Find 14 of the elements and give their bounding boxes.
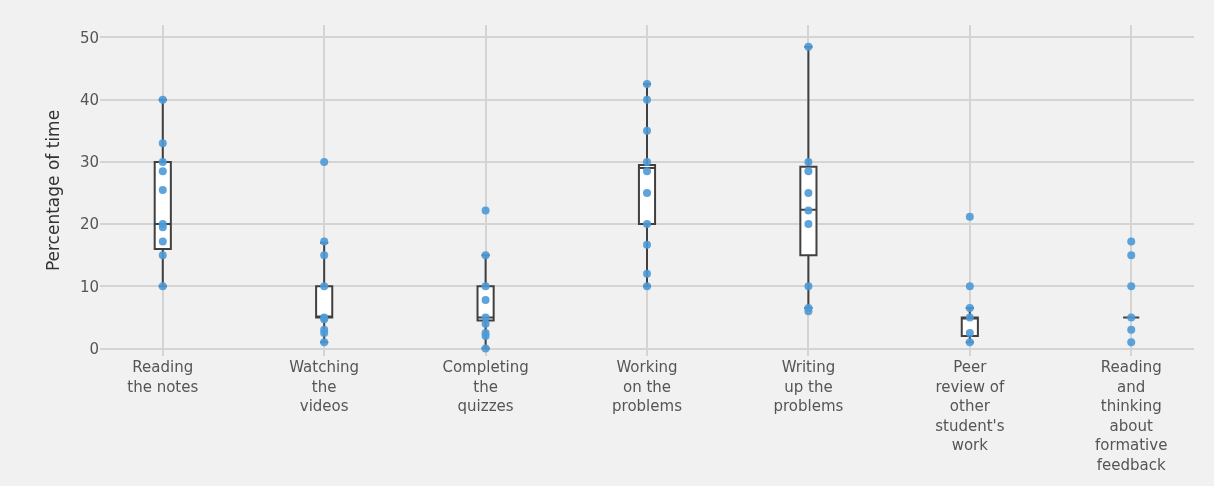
y-tick-label: 40 [79,90,99,109]
x-tick-label: Reading and thinking about formative feedback [1095,358,1168,474]
y-tick-label: 30 [79,153,99,172]
x-tick-label: Completing the quizzes [442,358,529,415]
x-tick-label: Writing up the problems [773,358,844,415]
y-tick-label: 0 [89,339,99,358]
x-tick-label: Reading the notes [127,358,199,396]
y-tick-label: 50 [79,28,99,47]
x-tick-label: Peer review of other student's work [935,358,1005,454]
x-tick-label: Working on the problems [612,358,683,415]
x-tick-label: Watching the videos [289,358,360,415]
y-axis-title: Percentage of time [43,109,64,272]
y-tick-label: 20 [79,215,99,234]
y-tick-label: 10 [79,277,99,296]
